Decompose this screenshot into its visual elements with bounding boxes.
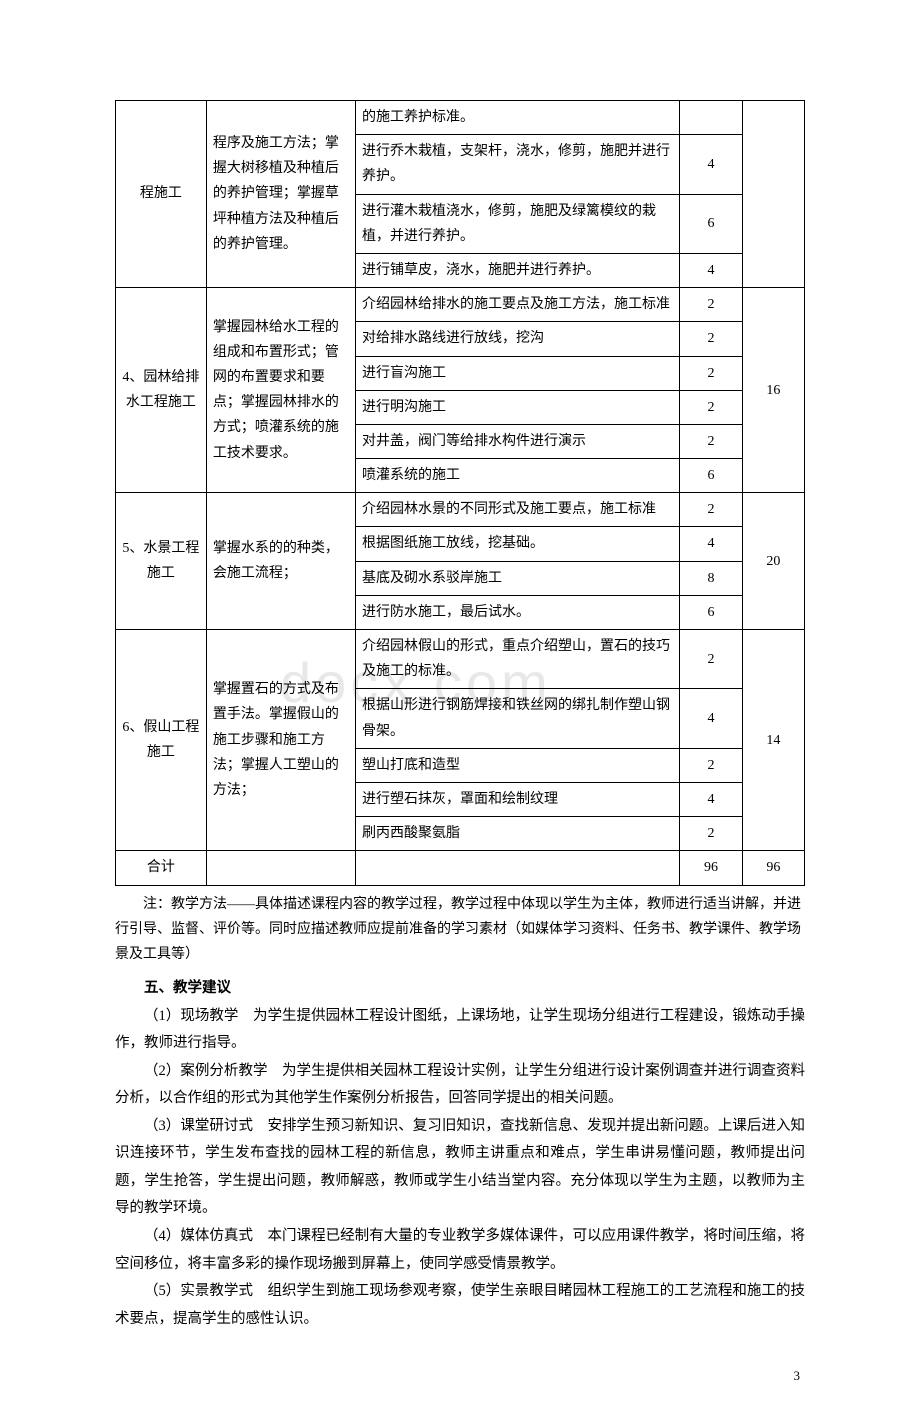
group-desc-cell: 掌握园林给水工程的组成和布置形式；管网的布置要求和要点；掌握园林排水的方式；喷灌…: [206, 288, 355, 493]
group-title-cell: 程施工: [116, 101, 207, 288]
total-hours-cell: 16: [742, 288, 804, 493]
task-cell: 对给排水路线进行放线，挖沟: [356, 322, 680, 356]
hours-cell: 2: [680, 817, 742, 851]
paragraph: （2）案例分析教学 为学生提供相关园林工程设计实例，让学生分组进行设计案例调查并…: [115, 1058, 805, 1113]
hours-cell: [680, 101, 742, 135]
total-cell: 96: [742, 851, 804, 885]
task-cell: 根据图纸施工放线，挖基础。: [356, 527, 680, 561]
hours-cell: 6: [680, 459, 742, 493]
document-page: docx.com 程施工程序及施工方法；掌握大树移植及种植后的养护管理；掌握草坪…: [0, 0, 920, 1424]
total-cell: 合计: [116, 851, 207, 885]
hours-cell: 2: [680, 288, 742, 322]
paragraph: （5）实景教学式 组织学生到施工现场参观考察，使学生亲眼目睹园林工程施工的工艺流…: [115, 1278, 805, 1333]
task-cell: 进行明沟施工: [356, 390, 680, 424]
group-desc-cell: 掌握置石的方式及布置手法。掌握假山的施工步骤和施工方法；掌握人工塑山的方法；: [206, 630, 355, 851]
table-row: 5、水景工程施工掌握水系的的种类，会施工流程；介绍园林水景的不同形式及施工要点，…: [116, 493, 805, 527]
hours-cell: 2: [680, 322, 742, 356]
hours-cell: 6: [680, 595, 742, 629]
group-title-cell: 6、假山工程施工: [116, 630, 207, 851]
total-hours-cell: 14: [742, 630, 804, 851]
hours-cell: 2: [680, 748, 742, 782]
hours-cell: 4: [680, 135, 742, 194]
hours-cell: 6: [680, 194, 742, 253]
hours-cell: 2: [680, 630, 742, 689]
task-cell: 进行灌木栽植浇水，修剪，施肥及绿篱模纹的栽植，并进行养护。: [356, 194, 680, 253]
task-cell: 根据山形进行钢筋焊接和铁丝网的绑扎制作塑山钢骨架。: [356, 689, 680, 748]
task-cell: 对井盖，阀门等给排水构件进行演示: [356, 424, 680, 458]
page-number: 3: [115, 1368, 805, 1384]
group-desc-cell: 掌握水系的的种类，会施工流程；: [206, 493, 355, 630]
task-cell: 介绍园林水景的不同形式及施工要点，施工标准: [356, 493, 680, 527]
task-cell: 喷灌系统的施工: [356, 459, 680, 493]
total-hours-cell: [742, 101, 804, 288]
paragraph: （1）现场教学 为学生提供园林工程设计图纸，上课场地，让学生现场分组进行工程建设…: [115, 1003, 805, 1058]
task-cell: 进行盲沟施工: [356, 356, 680, 390]
hours-cell: 2: [680, 493, 742, 527]
group-desc-cell: 程序及施工方法；掌握大树移植及种植后的养护管理；掌握草坪种植方法及种植后的养护管…: [206, 101, 355, 288]
task-cell: 介绍园林假山的形式，重点介绍塑山，置石的技巧及施工的标准。: [356, 630, 680, 689]
paragraphs-container: （1）现场教学 为学生提供园林工程设计图纸，上课场地，让学生现场分组进行工程建设…: [115, 1003, 805, 1334]
hours-cell: 4: [680, 253, 742, 287]
group-title-cell: 4、园林给排水工程施工: [116, 288, 207, 493]
group-title-cell: 5、水景工程施工: [116, 493, 207, 630]
table-row: 4、园林给排水工程施工掌握园林给水工程的组成和布置形式；管网的布置要求和要点；掌…: [116, 288, 805, 322]
task-cell: 进行塑石抹灰，罩面和绘制纹理: [356, 782, 680, 816]
total-cell: [356, 851, 680, 885]
hours-cell: 4: [680, 527, 742, 561]
table-row: 6、假山工程施工掌握置石的方式及布置手法。掌握假山的施工步骤和施工方法；掌握人工…: [116, 630, 805, 689]
task-cell: 的施工养护标准。: [356, 101, 680, 135]
task-cell: 塑山打底和造型: [356, 748, 680, 782]
course-table: 程施工程序及施工方法；掌握大树移植及种植后的养护管理；掌握草坪种植方法及种植后的…: [115, 100, 805, 886]
hours-cell: 4: [680, 782, 742, 816]
task-cell: 进行乔木栽植，支架杆，浇水，修剪，施肥并进行养护。: [356, 135, 680, 194]
table-total-row: 合计 9696: [116, 851, 805, 885]
task-cell: 刷丙西酸聚氨脂: [356, 817, 680, 851]
hours-cell: 8: [680, 561, 742, 595]
task-cell: 进行防水施工，最后试水。: [356, 595, 680, 629]
hours-cell: 2: [680, 356, 742, 390]
task-cell: 进行铺草皮，浇水，施肥并进行养护。: [356, 253, 680, 287]
total-cell: [206, 851, 355, 885]
total-cell: 96: [680, 851, 742, 885]
hours-cell: 2: [680, 424, 742, 458]
hours-cell: 2: [680, 390, 742, 424]
task-cell: 基底及砌水系驳岸施工: [356, 561, 680, 595]
task-cell: 介绍园林给排水的施工要点及施工方法，施工标准: [356, 288, 680, 322]
hours-cell: 4: [680, 689, 742, 748]
paragraph: （3）课堂研讨式 安排学生预习新知识、复习旧知识，查找新信息、发现并提出新问题。…: [115, 1113, 805, 1223]
table-row: 程施工程序及施工方法；掌握大树移植及种植后的养护管理；掌握草坪种植方法及种植后的…: [116, 101, 805, 135]
section-title: 五、教学建议: [115, 975, 805, 1003]
total-hours-cell: 20: [742, 493, 804, 630]
paragraph: （4）媒体仿真式 本门课程已经制有大量的专业教学多媒体课件，可以应用课件教学，将…: [115, 1223, 805, 1278]
note-text: 注：教学方法——具体描述课程内容的教学过程，教学过程中体现以学生为主体，教师进行…: [115, 892, 805, 968]
